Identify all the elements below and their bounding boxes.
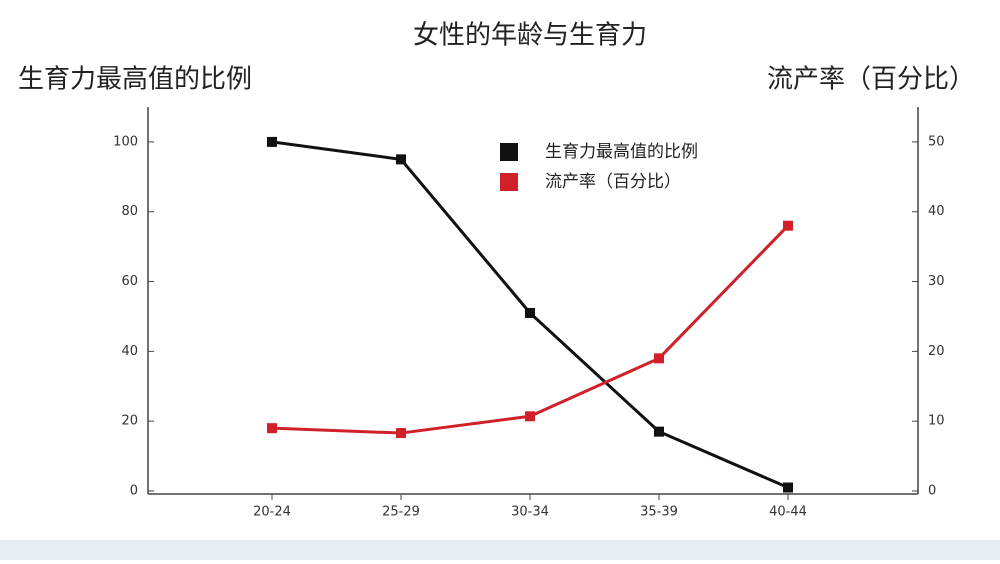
y2-tick-label: 0 xyxy=(928,484,936,499)
bottom-strip xyxy=(0,540,1000,560)
legend-label: 流产率（百分比） xyxy=(545,172,681,192)
point xyxy=(396,154,406,165)
point xyxy=(783,482,793,493)
y2-tick-label: 40 xyxy=(928,204,945,219)
x-tick-label: 40-44 xyxy=(769,505,807,520)
x-tick-label: 25-29 xyxy=(382,505,420,520)
y-axis-label: 生育力最高值的比例 xyxy=(18,65,252,95)
point xyxy=(654,426,664,437)
x-tick-label: 35-39 xyxy=(640,505,678,520)
point xyxy=(267,136,277,147)
y2-tick-label: 50 xyxy=(928,134,945,149)
y-tick-label: 40 xyxy=(121,344,138,359)
y2-axis-label: 流产率（百分比） xyxy=(767,65,975,95)
y2-tick-label: 30 xyxy=(928,274,945,289)
series-line xyxy=(271,224,790,435)
legend-swatch xyxy=(500,143,518,161)
point xyxy=(654,353,664,364)
point xyxy=(525,307,535,318)
y-tick-label: 80 xyxy=(121,204,138,219)
y2-tick-label: 20 xyxy=(928,344,945,359)
point xyxy=(783,220,793,231)
point xyxy=(267,423,277,434)
y-tick-label: 20 xyxy=(121,414,138,429)
x-tick-label: 20-24 xyxy=(253,505,291,520)
legend-label: 生育力最高值的比例 xyxy=(545,142,698,162)
point xyxy=(396,428,406,439)
chart-title: 女性的年龄与生育力 xyxy=(413,21,647,51)
y2-tick-label: 10 xyxy=(928,414,945,429)
x-tick-label: 30-34 xyxy=(511,505,549,520)
y-tick-label: 0 xyxy=(130,484,138,499)
y-tick-label: 100 xyxy=(113,134,138,149)
y-tick-label: 60 xyxy=(121,274,138,289)
point xyxy=(525,411,535,422)
legend-swatch xyxy=(500,173,518,191)
